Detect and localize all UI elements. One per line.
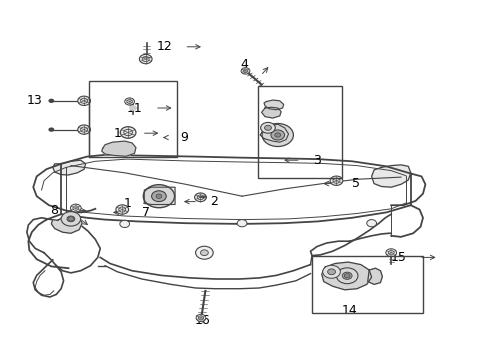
Text: 14: 14 — [341, 304, 357, 317]
Circle shape — [120, 220, 129, 228]
Polygon shape — [264, 100, 283, 110]
Text: 16: 16 — [195, 314, 210, 327]
Circle shape — [67, 216, 75, 222]
Circle shape — [143, 185, 174, 208]
Polygon shape — [367, 268, 382, 284]
Circle shape — [70, 204, 81, 212]
Circle shape — [48, 99, 54, 103]
Text: 12: 12 — [156, 40, 172, 53]
Circle shape — [237, 220, 246, 227]
Polygon shape — [144, 187, 175, 204]
Circle shape — [78, 125, 90, 134]
Circle shape — [129, 105, 137, 111]
Circle shape — [322, 265, 340, 278]
Circle shape — [264, 125, 271, 130]
Circle shape — [274, 133, 280, 137]
Text: 11: 11 — [127, 102, 142, 114]
Polygon shape — [51, 215, 82, 233]
Circle shape — [241, 68, 249, 74]
Polygon shape — [102, 141, 136, 156]
Text: 1: 1 — [123, 197, 131, 210]
Polygon shape — [53, 160, 85, 175]
Text: 2: 2 — [210, 195, 218, 208]
Circle shape — [124, 98, 134, 105]
Circle shape — [342, 272, 351, 279]
Text: 6: 6 — [56, 220, 63, 233]
Text: 3: 3 — [312, 154, 320, 167]
Circle shape — [366, 220, 376, 227]
Circle shape — [61, 212, 81, 226]
Text: 5: 5 — [351, 177, 359, 190]
Circle shape — [385, 249, 396, 257]
Bar — [89, 81, 177, 157]
Text: 10: 10 — [114, 127, 129, 140]
Polygon shape — [261, 107, 281, 118]
Circle shape — [116, 205, 128, 214]
Text: 13: 13 — [27, 94, 42, 107]
Bar — [311, 256, 422, 313]
Circle shape — [194, 193, 206, 202]
Circle shape — [260, 122, 275, 133]
Circle shape — [327, 269, 335, 275]
Text: 9: 9 — [180, 131, 187, 144]
Text: 8: 8 — [50, 204, 58, 217]
Circle shape — [195, 246, 213, 259]
Circle shape — [120, 127, 136, 138]
Circle shape — [151, 191, 166, 202]
Circle shape — [68, 217, 74, 221]
Polygon shape — [321, 262, 371, 290]
Text: 7: 7 — [142, 206, 149, 219]
Text: 15: 15 — [390, 251, 406, 264]
Circle shape — [139, 54, 152, 64]
Circle shape — [48, 127, 54, 132]
Text: 4: 4 — [240, 58, 248, 71]
Bar — [258, 86, 342, 178]
Circle shape — [329, 176, 342, 185]
Circle shape — [262, 123, 293, 147]
Circle shape — [344, 274, 349, 278]
Circle shape — [156, 194, 162, 198]
Polygon shape — [260, 124, 288, 142]
Circle shape — [196, 314, 205, 321]
Circle shape — [336, 268, 357, 284]
Circle shape — [200, 250, 208, 256]
Circle shape — [78, 96, 90, 105]
Circle shape — [270, 130, 284, 140]
Polygon shape — [371, 165, 410, 187]
